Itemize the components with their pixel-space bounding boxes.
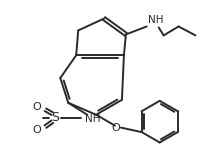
Text: NH: NH <box>148 15 163 25</box>
Text: O: O <box>33 102 41 112</box>
Text: S: S <box>51 111 59 124</box>
Text: O: O <box>112 123 120 133</box>
Text: NH: NH <box>85 114 101 124</box>
Text: O: O <box>33 125 41 135</box>
